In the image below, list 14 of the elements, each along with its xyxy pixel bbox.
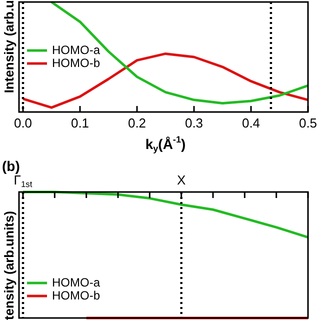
x-tick-label: 0.0: [14, 116, 32, 131]
legend-label: HOMO-a: [52, 275, 100, 290]
x-tick-label: 0.3: [184, 116, 204, 131]
y-axis-title: tensity (arb.units): [2, 210, 17, 320]
x-tick-label: 0.4: [242, 116, 260, 131]
x-tick-label: 0.5: [298, 116, 318, 131]
legend-label: HOMO-a: [52, 42, 100, 57]
x-tick-label: 0.2: [128, 116, 146, 131]
legend-label: HOMO-b: [52, 56, 100, 70]
legend-label: HOMO-b: [52, 288, 100, 302]
x-tick-label: X: [177, 172, 186, 188]
y-axis-title: Intensity (arb.u: [2, 0, 17, 94]
x-tick-label: 0.1: [70, 116, 90, 131]
chart-title: (b): [2, 158, 20, 174]
